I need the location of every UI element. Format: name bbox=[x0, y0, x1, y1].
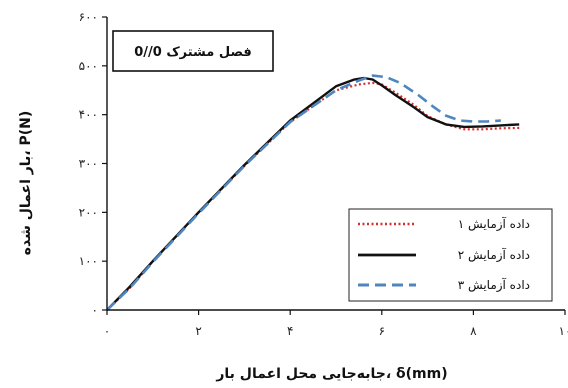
x-tick-label: ۰ bbox=[104, 324, 110, 338]
y-tick-label: ۰ bbox=[92, 303, 98, 317]
y-tick-label: ۴۰۰ bbox=[79, 108, 98, 122]
x-tick-label: ۴ bbox=[287, 324, 293, 338]
x-tick-label: ۲ bbox=[195, 324, 201, 338]
legend-label-3: داده آزمایش ۳ bbox=[458, 277, 530, 293]
annotation-text: فصل مشترک 0//0 bbox=[134, 45, 252, 60]
x-tick-label: ۸ bbox=[470, 324, 477, 338]
legend-label-2: داده آزمایش ۲ bbox=[458, 247, 530, 263]
series-line-3 bbox=[106, 74, 501, 311]
series-line-2 bbox=[106, 76, 520, 311]
y-tick-label: ۱۰۰ bbox=[79, 254, 98, 268]
y-axis-title: بار اعمال شده، P(N) bbox=[18, 111, 34, 256]
y-tick-label: ۶۰۰ bbox=[79, 10, 98, 24]
y-tick-label: ۳۰۰ bbox=[79, 157, 98, 171]
y-tick-label: ۵۰۰ bbox=[79, 59, 98, 73]
x-tick-label: ۶ bbox=[379, 324, 385, 338]
annotation-frame bbox=[112, 30, 274, 72]
x-axis-title: جابه‌جایی محل اعمال بار، δ(mm) bbox=[215, 366, 447, 382]
annotation-box: فصل مشترک 0//0 bbox=[112, 30, 274, 72]
x-tick-label: ۱۰ bbox=[559, 324, 568, 338]
y-tick-label: ۲۰۰ bbox=[79, 205, 98, 219]
legend-label-1: داده آزمایش ۱ bbox=[458, 216, 530, 232]
legend: داده آزمایش ۱ داده آزمایش ۲ داده آزمایش ۳ bbox=[348, 208, 553, 302]
